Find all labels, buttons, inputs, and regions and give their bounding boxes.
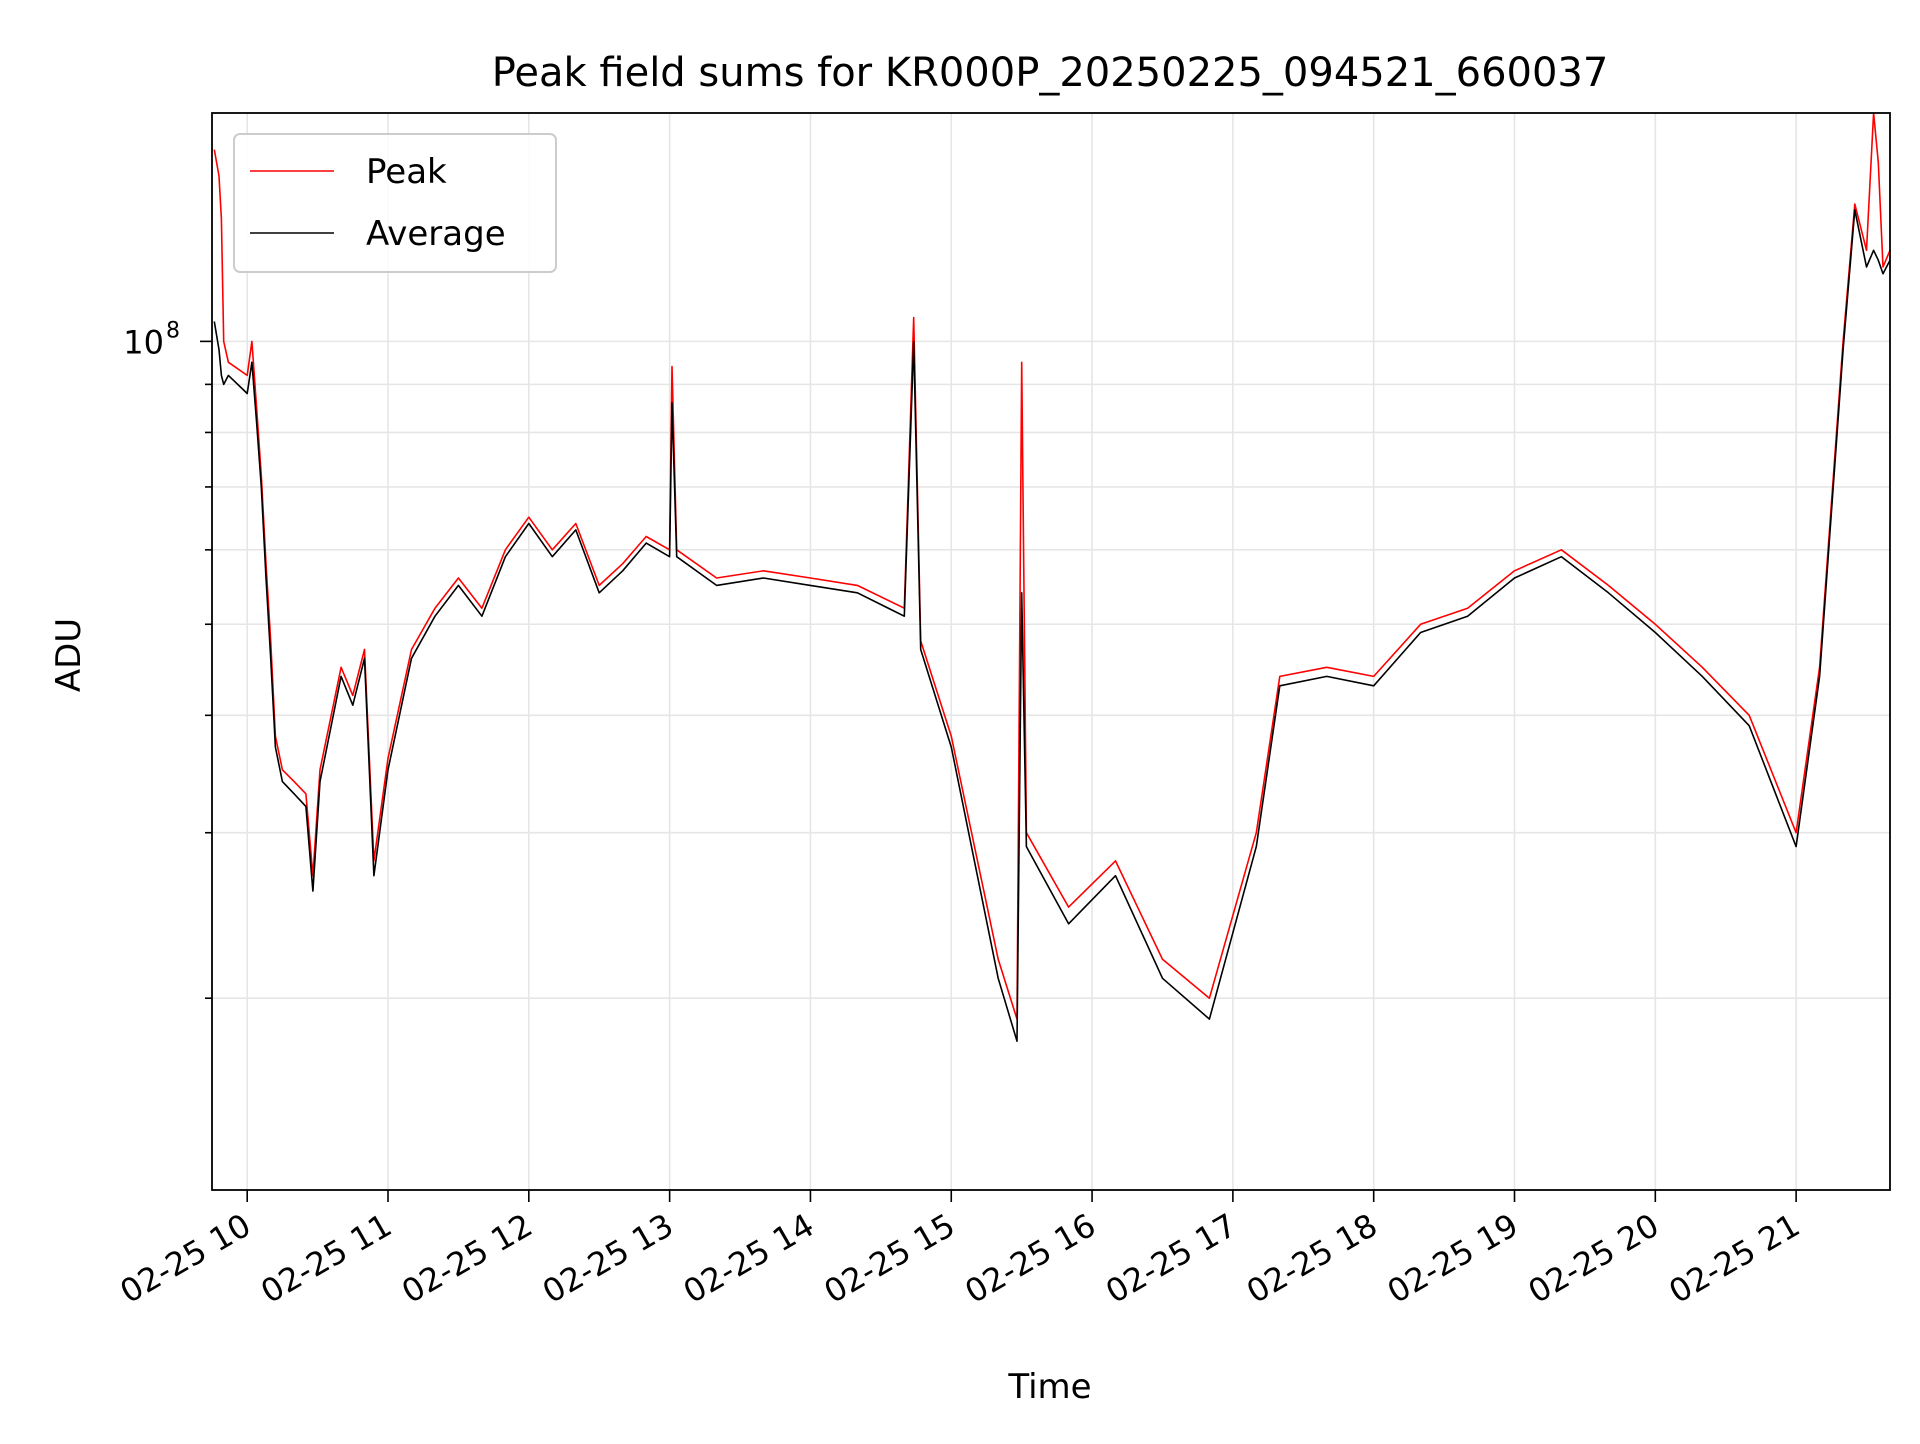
y-tick-label: 10 8 (123, 318, 180, 361)
x-tick-label: 02-25 12 (395, 1206, 539, 1311)
chart-title: Peak field sums for KR000P_20250225_0945… (492, 50, 1609, 96)
series-lines (213, 112, 1891, 1042)
grid-lines (212, 113, 1890, 1190)
x-tick-label: 02-25 19 (1381, 1206, 1525, 1311)
x-tick-label: 02-25 13 (536, 1206, 680, 1311)
x-tick-label: 02-25 14 (677, 1206, 821, 1311)
legend: Peak Average (233, 133, 557, 273)
x-tick-label: 02-25 20 (1522, 1206, 1666, 1311)
x-tick-label: 02-25 18 (1240, 1206, 1384, 1311)
x-tick-label: 02-25 11 (254, 1206, 398, 1311)
y-axis-label: ADU (49, 618, 89, 692)
x-tick-label: 02-25 10 (114, 1206, 258, 1311)
x-tick-label: 02-25 16 (958, 1206, 1102, 1311)
x-tick-label: 02-25 17 (1099, 1206, 1243, 1311)
y-axis-ticks: 10 8 (123, 318, 212, 999)
x-tick-label: 02-25 15 (818, 1206, 962, 1311)
legend-box (233, 133, 557, 273)
y-tick-label-base: 10 (123, 323, 164, 361)
x-tick-label: 02-25 21 (1663, 1206, 1807, 1311)
legend-label-peak: Peak (366, 152, 447, 192)
x-axis-label: Time (1007, 1367, 1091, 1407)
series-line-average (213, 209, 1891, 1042)
legend-label-average: Average (366, 214, 506, 254)
plot-frame (211, 112, 1891, 1191)
y-tick-label-exponent: 8 (166, 318, 180, 343)
series-line-peak (213, 112, 1891, 1020)
